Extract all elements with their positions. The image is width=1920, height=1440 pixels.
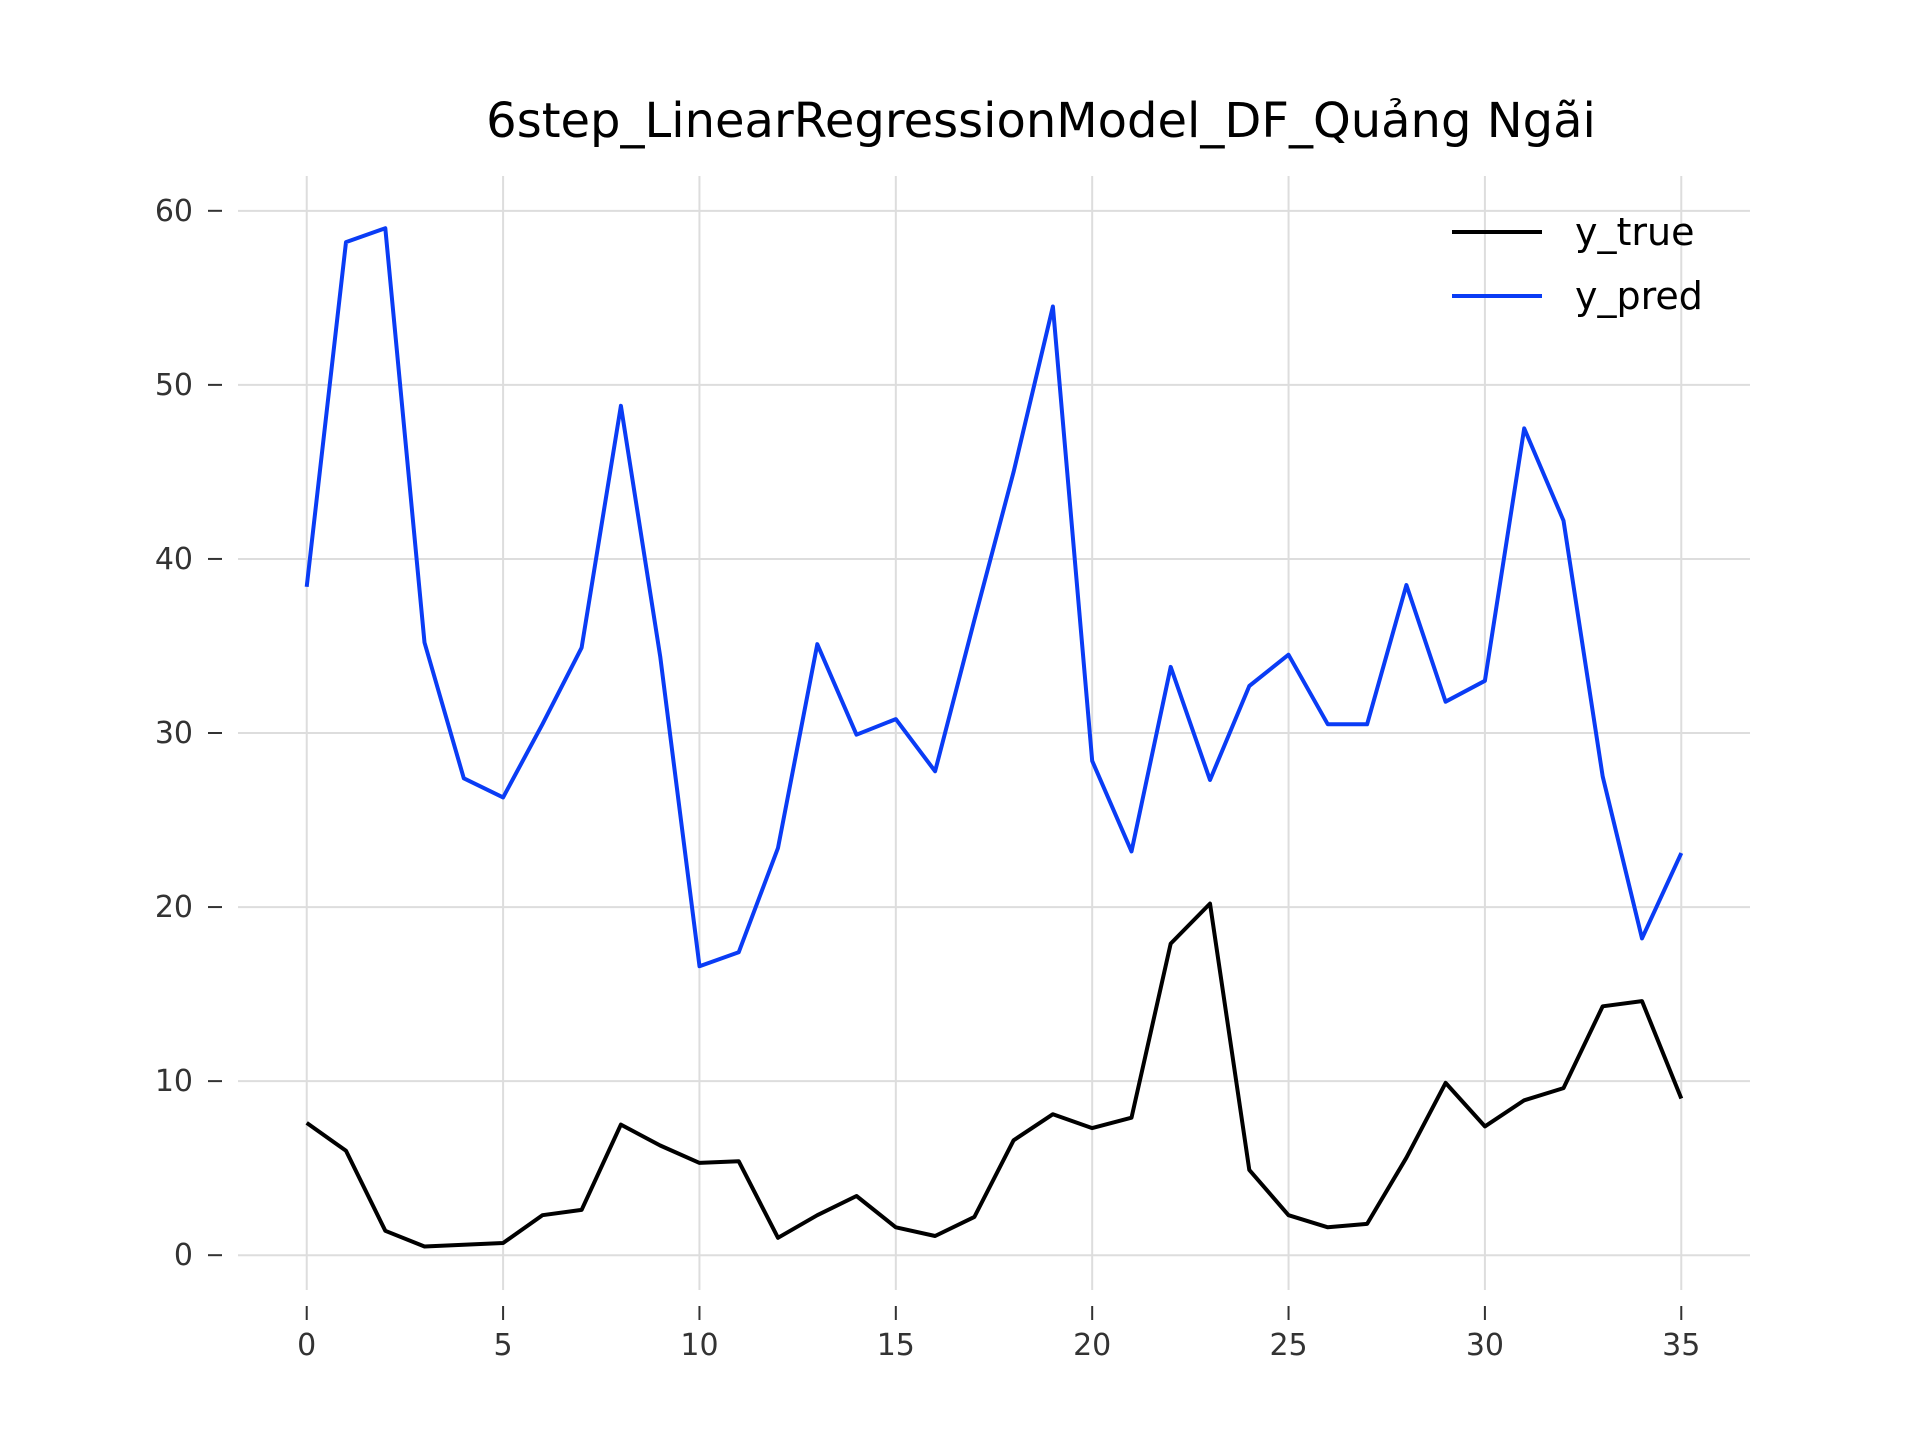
series-line-y-pred xyxy=(304,226,1684,969)
legend-label: y_pred xyxy=(1575,274,1703,318)
x-tick-label: 20 xyxy=(1073,1328,1111,1363)
y-tick-label: 50 xyxy=(155,368,193,403)
x-axis: 0 5 10 15 20 25 30 35 xyxy=(297,1306,1700,1363)
legend-item-y-pred: y_pred xyxy=(1452,274,1703,318)
y-gridlines xyxy=(238,209,1750,1257)
x-tick-label: 25 xyxy=(1269,1328,1307,1363)
y-tick-label: 10 xyxy=(155,1064,193,1099)
x-tick-label: 15 xyxy=(877,1328,915,1363)
y-tick-label: 40 xyxy=(155,542,193,577)
legend-label: y_true xyxy=(1575,210,1694,254)
legend: y_true y_pred xyxy=(1452,210,1703,318)
x-tick-label: 0 xyxy=(297,1328,316,1363)
y-tick-label: 0 xyxy=(174,1238,193,1273)
series-lines xyxy=(304,226,1684,1249)
x-tick-label: 5 xyxy=(494,1328,513,1363)
series-line-y-true xyxy=(305,901,1684,1249)
y-tick-label: 60 xyxy=(155,194,193,229)
x-tick-label: 10 xyxy=(680,1328,718,1363)
y-tick-label: 20 xyxy=(155,890,193,925)
x-tick-label: 30 xyxy=(1466,1328,1504,1363)
chart-title: 6step_LinearRegressionModel_DF_Quảng Ngã… xyxy=(486,93,1596,149)
y-axis: 0 10 20 30 40 50 60 xyxy=(155,194,222,1273)
legend-item-y-true: y_true xyxy=(1452,210,1694,254)
x-tick-label: 35 xyxy=(1662,1328,1700,1363)
y-tick-label: 30 xyxy=(155,716,193,751)
